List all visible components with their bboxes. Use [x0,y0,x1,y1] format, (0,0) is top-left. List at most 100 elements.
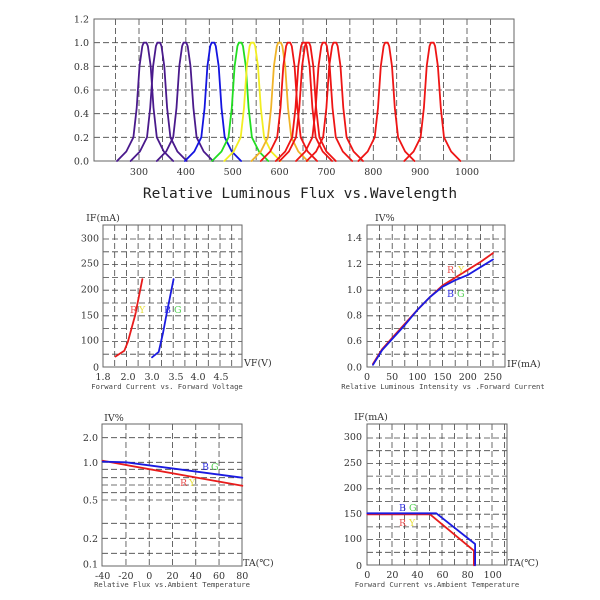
legend-label: G [409,503,417,514]
chart-caption: Forward Current vs. Forward Voltage [91,382,242,391]
chart-3: -40 -20 0 20 40 60 80 0.1 0.2 0.5 1.0 2.0 B G R Y IV% TA(… [83,413,274,589]
y-tick-label: 0.1 [83,560,98,571]
y-tick-label: 2.0 [83,433,98,444]
x-tick-label: 200 [459,372,477,383]
x-tick-label: 40 [411,570,423,581]
series-line-b-g [101,460,244,479]
x-axis-label: IF(mA) [507,359,541,370]
legend-label: Y [138,305,146,316]
legend-label: R [180,478,188,489]
legend-label: Y [408,518,416,529]
plot-frame [366,423,508,566]
x-tick-label: 300 [130,167,148,178]
y-tick-label: 100 [344,534,362,545]
spectrum-peak-652 [274,41,334,162]
y-tick-label: 0.0 [74,157,89,168]
legend-label: B [164,305,171,316]
series-line-r-y [101,459,244,487]
legend-label: B [399,503,406,514]
y-tick-label: 0.2 [83,534,98,545]
x-tick-label: 40 [190,571,202,582]
x-tick-label: 1.8 [95,372,110,383]
spectrum-peak-600 [250,41,309,162]
series-line-b-g [151,278,175,359]
x-tick-label: 600 [271,167,289,178]
x-tick-label: 500 [224,167,242,178]
y-axis-label: IV% [375,213,395,224]
y-tick-label: 250 [81,259,99,270]
legend-label: Y [457,265,465,276]
x-tick-label: 0 [364,570,370,581]
legend-label: R [447,265,455,276]
series-line-r-y [366,513,475,567]
y-axis-label: IF(mA) [86,213,120,224]
x-tick-label: 20 [166,571,178,582]
x-tick-label: 0 [364,372,370,383]
y-tick-label: 150 [344,509,362,520]
chart-1: 1.8 2.0 3.0 3.5 4.0 4.5 0 100 150 200 250 300 R Y B G IF… [81,213,272,391]
spectrum-peak-516 [211,41,270,162]
plot-frame [101,423,243,567]
spectrum-peak-542 [223,41,282,162]
y-tick-label: 300 [344,432,362,443]
legend-label: Y [188,478,196,489]
y-tick-label: 1.2 [347,259,362,270]
chart-0: 300 400 500 600 700 800 900 1000 0.0 0.2 0.4 0.6 0.8… [74,15,515,202]
x-tick-label: -20 [118,571,133,582]
x-tick-label: 100 [484,570,502,581]
chart-caption: Relative Luminous Intensity vs .Forward … [341,382,544,391]
y-tick-label: 0 [93,363,99,374]
x-tick-label: 2.0 [120,372,135,383]
y-tick-label: 0.2 [74,133,89,144]
x-tick-label: 100 [408,372,426,383]
spectrum-peak-458 [183,41,243,162]
legend-label: R [399,518,407,529]
y-tick-label: 1.0 [347,285,362,296]
y-tick-label: 1.4 [347,233,362,244]
legend-label: G [211,462,219,473]
plot-frame [93,18,515,162]
x-tick-label: 250 [484,372,502,383]
plot-frame [102,224,243,368]
x-tick-label: 4.5 [213,372,228,383]
spectrum-peak-660 [278,41,337,162]
legend-label: B [202,462,209,473]
y-tick-label: 100 [81,336,99,347]
y-tick-label: 150 [81,311,99,322]
y-tick-label: 0.6 [347,336,362,347]
spectrum-peak-718 [305,41,364,162]
spectrum-peak-342 [129,41,188,162]
x-axis-label: VF(V) [243,358,272,369]
y-axis-label: IF(mA) [354,412,388,423]
x-tick-label: 400 [177,167,195,178]
spectrum-peak-828 [357,41,416,162]
y-axis-label: IV% [104,413,124,424]
x-tick-label: -40 [95,571,110,582]
y-tick-label: 0 [356,561,362,572]
y-tick-label: 1.0 [83,458,98,469]
x-tick-label: 3.5 [168,372,183,383]
spectrum-peak-695 [295,41,354,162]
y-tick-label: 1.0 [74,38,89,49]
x-tick-label: 60 [436,570,448,581]
x-tick-label: 150 [434,372,452,383]
chart-4: 0 20 40 60 80 100 0 100 150 200 250 300 B GR Y IF(mA) TA… [344,412,539,589]
y-tick-label: 200 [344,483,362,494]
spectrum-peak-313 [116,41,175,162]
y-tick-label: 0.0 [347,363,362,374]
x-tick-label: 800 [364,167,382,178]
x-tick-label: 700 [317,167,335,178]
x-axis-label: TA(℃) [508,558,539,569]
x-axis-label: TA(℃) [243,558,274,569]
x-tick-label: 900 [411,167,429,178]
legend-label: R [130,305,138,316]
y-tick-label: 200 [81,285,99,296]
x-tick-label: 4.0 [190,372,205,383]
y-tick-label: 0.5 [83,496,98,507]
chart-title: Relative Luminous Flux vs.Wavelength [143,186,457,202]
x-tick-label: 80 [236,571,248,582]
legend-label: B [447,289,454,300]
y-tick-label: 250 [344,458,362,469]
y-tick-label: 0.8 [347,311,362,322]
